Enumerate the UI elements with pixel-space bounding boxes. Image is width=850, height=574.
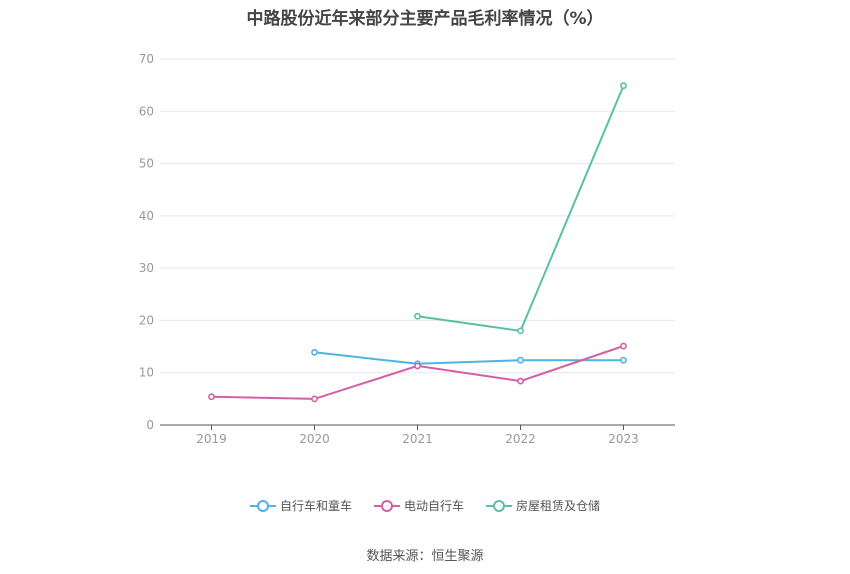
x-tick-label: 2022: [505, 432, 536, 446]
legend-item-1[interactable]: 自行车和童车: [249, 497, 352, 514]
y-tick-label: 30: [139, 261, 154, 275]
x-tick-label: 2021: [402, 432, 433, 446]
chart-legend: 自行车和童车 电动自行车 房屋租赁及仓储: [0, 497, 850, 514]
data-point: [517, 377, 524, 385]
data-point: [414, 312, 421, 320]
data-point: [311, 348, 318, 356]
data-point: [208, 393, 215, 401]
y-tick-label: 60: [139, 104, 154, 118]
y-tick-label: 50: [139, 157, 154, 171]
x-tick-label: 2020: [299, 432, 330, 446]
data-source-note: 数据来源：恒生聚源: [366, 549, 484, 564]
legend-label: 房屋租赁及仓储: [516, 499, 601, 513]
legend-label: 电动自行车: [403, 499, 464, 513]
y-tick-label: 20: [139, 313, 154, 327]
legend-swatch-icon: [486, 499, 512, 512]
data-point: [620, 342, 627, 350]
data-point: [517, 356, 524, 364]
data-point: [620, 82, 627, 90]
series-line-1: [314, 351, 624, 365]
data-point: [414, 362, 421, 370]
series-line-3: [417, 85, 625, 332]
legend-label: 自行车和童车: [279, 499, 352, 513]
line-chart: 0 10 20 30 40 50 60 70 2019 2020 2021 2022 2023: [139, 52, 675, 446]
legend-item-3[interactable]: 房屋租赁及仓储: [486, 497, 600, 514]
legend-swatch-icon: [373, 499, 400, 512]
legend-swatch-icon: [249, 499, 276, 512]
data-point: [311, 395, 318, 403]
chart-title: 中路股份近年来部分主要产品毛利率情况（%）: [246, 9, 604, 29]
y-tick-label: 40: [139, 209, 154, 223]
y-tick-label: 10: [139, 366, 154, 380]
data-point: [517, 327, 524, 335]
legend-item-2[interactable]: 电动自行车: [373, 497, 464, 514]
data-point: [620, 356, 627, 364]
x-tick-label: 2019: [196, 432, 227, 446]
x-tick-label: 2023: [608, 432, 639, 446]
y-tick-label: 70: [139, 52, 154, 66]
y-tick-label: 0: [146, 418, 154, 432]
